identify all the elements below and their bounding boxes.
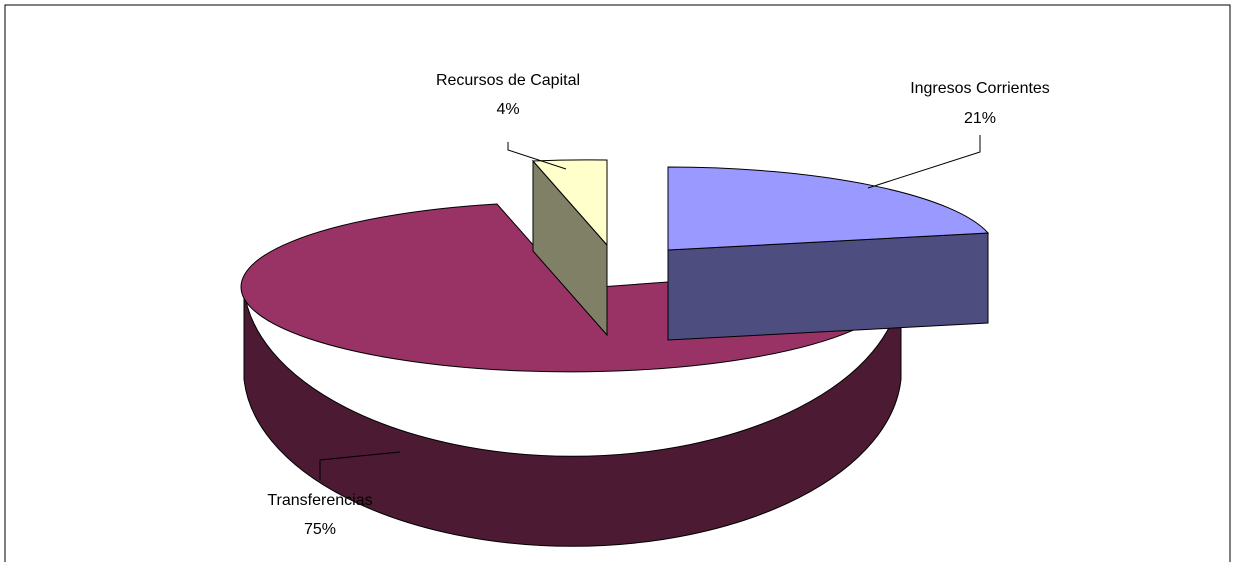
slice-recursos-de-capital-top bbox=[531, 159, 608, 247]
label-ingresos-corrientes-value: 21% bbox=[964, 110, 996, 127]
label-recursos-de-capital-name: Recursos de Capital bbox=[436, 72, 580, 89]
label-transferencias-value: 75% bbox=[304, 521, 336, 538]
slice-recursos-de-capital bbox=[531, 159, 608, 337]
label-recursos-de-capital-value: 4% bbox=[496, 101, 519, 118]
slice-ingresos-corrientes-side bbox=[667, 232, 989, 341]
label-transferencias-name: Transferencias bbox=[267, 492, 372, 509]
leader-line-ingresos-corrientes bbox=[867, 135, 981, 189]
slice-ingresos-corrientes-top bbox=[667, 166, 990, 251]
leader-line-transferencias bbox=[319, 451, 401, 480]
slice-ingresos-corrientes bbox=[667, 166, 990, 341]
slice-transferencias-side bbox=[243, 288, 902, 547]
label-ingresos-corrientes-name: Ingresos Corrientes bbox=[910, 80, 1050, 97]
chart-area-border bbox=[4, 4, 1231, 562]
leader-line-recursos-de-capital bbox=[507, 142, 567, 170]
